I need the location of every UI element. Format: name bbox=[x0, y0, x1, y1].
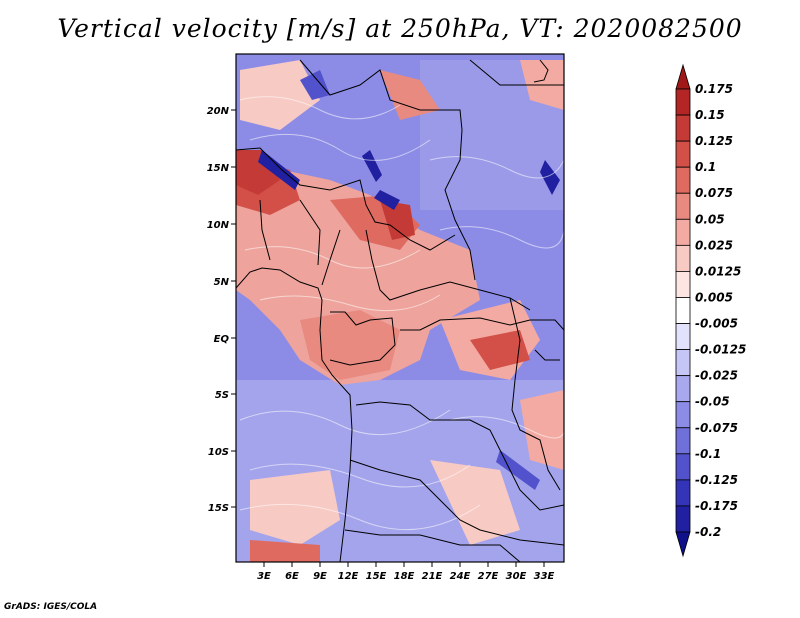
colorbar-bin bbox=[675, 140, 691, 168]
colorbar-bin bbox=[675, 453, 691, 481]
colorbar-bin bbox=[675, 323, 691, 350]
colorbar-max-arrow bbox=[675, 63, 691, 90]
lon-label: 33E bbox=[534, 571, 555, 582]
colorbar-label: 0.125 bbox=[695, 134, 733, 148]
lat-label: 5S bbox=[215, 390, 229, 401]
colorbar-label: -0.005 bbox=[695, 317, 738, 331]
colorbar-bin bbox=[675, 218, 691, 246]
colorbar-label: 0.025 bbox=[695, 238, 733, 252]
lat-label: 10S bbox=[208, 447, 229, 458]
colorbar-label: -0.075 bbox=[695, 421, 738, 435]
vertical-velocity-field bbox=[236, 54, 564, 562]
colorbar-label: 0.075 bbox=[695, 186, 733, 200]
colorbar-label: -0.05 bbox=[695, 395, 730, 409]
colorbar-label: -0.125 bbox=[695, 473, 738, 487]
lat-label: 20N bbox=[207, 106, 230, 117]
colorbar-label: -0.0125 bbox=[695, 343, 746, 357]
colorbar-bin bbox=[675, 375, 691, 403]
colorbar-bin bbox=[675, 297, 691, 324]
colorbar-bin bbox=[675, 166, 691, 194]
colorbar-label: 0.15 bbox=[695, 108, 725, 122]
colorbar-bin bbox=[675, 349, 691, 377]
colorbar-label: -0.2 bbox=[695, 525, 721, 539]
colorbar-label: -0.1 bbox=[695, 447, 721, 461]
lat-label: EQ bbox=[214, 334, 230, 345]
colorbar-label: 0.1 bbox=[695, 160, 716, 174]
lon-label: 15E bbox=[366, 571, 387, 582]
lon-label: 9E bbox=[313, 571, 327, 582]
lon-label: 12E bbox=[338, 571, 359, 582]
colorbar-bin bbox=[675, 192, 691, 220]
colorbar-label: 0.175 bbox=[695, 82, 733, 96]
lon-label: 27E bbox=[478, 571, 499, 582]
grads-credit: GrADS: IGES/COLA bbox=[4, 602, 98, 612]
lon-label: 30E bbox=[506, 571, 527, 582]
map-title: Vertical velocity [m/s] at 250hPa, VT: 2… bbox=[57, 14, 743, 43]
lon-label: 18E bbox=[394, 571, 415, 582]
lat-label: 15S bbox=[208, 503, 229, 514]
colorbar-bin bbox=[675, 88, 691, 116]
lat-label: 5N bbox=[214, 277, 230, 288]
lon-label: 24E bbox=[450, 571, 471, 582]
lon-label: 3E bbox=[257, 571, 271, 582]
colorbar-label: -0.025 bbox=[695, 369, 738, 383]
latitude-axis: 20N 15N 10N 5N EQ 5S 10S 15S bbox=[207, 106, 236, 514]
colorbar-min-arrow bbox=[675, 531, 691, 558]
colorbar: 0.175 0.15 0.125 0.1 0.075 0.05 0.025 0.0125 0.0… bbox=[675, 63, 746, 558]
colorbar-label: 0.005 bbox=[695, 290, 733, 304]
lon-label: 21E bbox=[422, 571, 443, 582]
colorbar-label: 0.05 bbox=[695, 212, 725, 226]
lon-label: 6E bbox=[285, 571, 299, 582]
lat-label: 10N bbox=[207, 220, 230, 231]
colorbar-bin bbox=[675, 505, 691, 533]
colorbar-bin bbox=[675, 401, 691, 429]
colorbar-bin bbox=[675, 427, 691, 455]
colorbar-label: 0.0125 bbox=[695, 264, 741, 278]
colorbar-label: -0.175 bbox=[695, 499, 738, 513]
colorbar-bin bbox=[675, 271, 691, 298]
plot-frame bbox=[235, 53, 565, 563]
lat-label: 15N bbox=[207, 163, 230, 174]
colorbar-bin bbox=[675, 244, 691, 272]
colorbar-bin bbox=[675, 479, 691, 507]
longitude-axis: 3E 6E 9E 12E 15E 18E 21E 24E 27E 30E 33E bbox=[257, 562, 555, 582]
colorbar-bin bbox=[675, 114, 691, 142]
